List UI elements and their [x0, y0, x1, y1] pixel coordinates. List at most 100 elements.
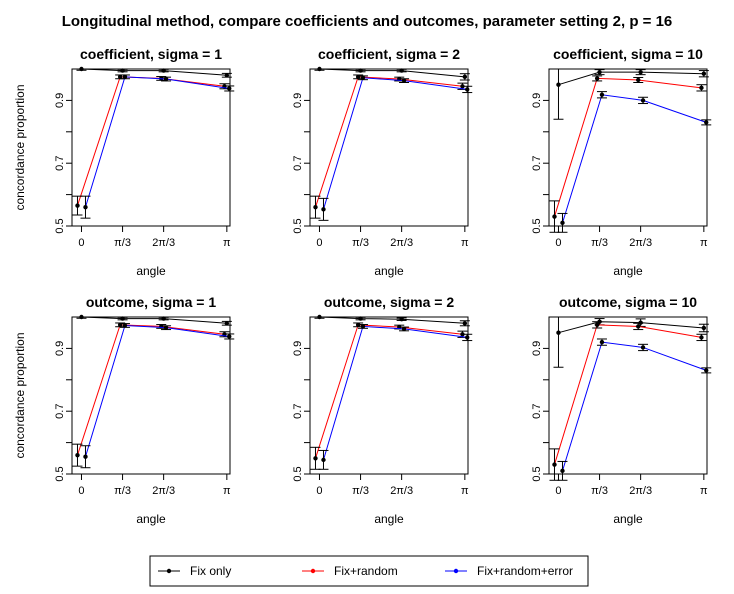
plot-frame	[309, 316, 469, 475]
data-point	[594, 322, 600, 328]
x-tick-label: π/3	[114, 485, 131, 497]
x-tick-label: 0	[555, 485, 561, 497]
legend-label: Fix+random	[334, 564, 398, 578]
x-tick-label: π	[223, 237, 231, 249]
panel-title: outcome, sigma = 2	[324, 294, 455, 310]
panels-group: coefficient, sigma = 1 0.5 0.7 0.9 0 π/3 2π/3 π…	[13, 46, 712, 526]
data-point	[75, 203, 80, 208]
data-point	[399, 316, 404, 322]
data-point	[161, 316, 166, 321]
x-tick-label: π	[461, 237, 469, 249]
data-point	[83, 454, 88, 459]
data-point	[401, 78, 407, 83]
x-axis-label: angle	[613, 512, 643, 526]
x-axis-label: angle	[136, 512, 166, 526]
y-tick-label: 0.9	[54, 341, 66, 356]
series-line	[323, 325, 468, 461]
panel-title: coefficient, sigma = 10	[553, 46, 703, 62]
data-point	[556, 330, 561, 335]
data-point	[701, 71, 707, 76]
x-tick-label: 0	[555, 237, 561, 249]
data-point	[699, 335, 704, 340]
series-line	[323, 77, 468, 210]
x-tick-label: π/3	[114, 237, 131, 249]
data-point	[560, 220, 565, 226]
data-point	[552, 462, 557, 467]
data-point	[120, 316, 125, 321]
data-point	[401, 326, 407, 332]
series-line	[81, 68, 227, 76]
y-tick-label: 0.7	[54, 404, 66, 419]
series-line	[319, 316, 465, 324]
y-tick-label: 0.7	[531, 404, 543, 419]
data-point	[122, 323, 128, 328]
y-tick-label: 0.5	[531, 218, 543, 233]
data-point	[560, 468, 565, 474]
y-tick-label: 0.7	[292, 156, 304, 171]
data-point	[465, 87, 470, 92]
series-line	[558, 71, 704, 86]
panel-title: outcome, sigma = 1	[86, 294, 217, 310]
y-tick-label: 0.5	[54, 466, 66, 481]
data-point	[360, 75, 366, 80]
data-point	[704, 368, 709, 373]
x-tick-label: 2π/3	[629, 485, 652, 497]
x-tick-label: π	[700, 485, 708, 497]
data-point	[122, 74, 128, 80]
y-tick-label: 0.9	[531, 341, 543, 356]
data-point	[597, 69, 602, 75]
data-point	[599, 339, 605, 345]
data-point	[317, 314, 322, 320]
x-tick-label: 2π/3	[152, 485, 175, 497]
data-point	[704, 120, 709, 125]
y-tick-label: 0.5	[54, 218, 66, 233]
data-point	[79, 66, 84, 72]
chart-panel: outcome, sigma = 10 0.5 0.7 0.9 0 π/3 2π/3 π ang…	[531, 294, 712, 526]
series-line	[77, 76, 225, 206]
series-line	[85, 324, 230, 457]
data-point	[313, 204, 318, 210]
x-tick-label: 0	[316, 485, 322, 497]
plot-frame	[71, 68, 231, 227]
data-point	[117, 74, 123, 80]
data-point	[699, 85, 704, 91]
x-axis-label: angle	[136, 264, 166, 278]
data-point	[399, 68, 404, 73]
x-tick-label: 2π/3	[629, 237, 652, 249]
legend-label: Fix+random+error	[477, 564, 573, 578]
data-point	[224, 73, 230, 78]
series-line	[81, 316, 227, 324]
data-point	[321, 457, 326, 463]
x-tick-label: π	[700, 237, 708, 249]
x-axis-label: angle	[374, 264, 404, 278]
x-tick-label: 0	[78, 237, 84, 249]
data-point	[462, 321, 468, 326]
chart-panel: outcome, sigma = 2 0.5 0.7 0.9 0 π/3 2π/3 π angl…	[292, 294, 473, 526]
data-point	[227, 334, 232, 339]
data-point	[594, 76, 600, 81]
data-point	[638, 320, 643, 325]
y-tick-label: 0.5	[292, 466, 304, 481]
x-tick-label: 2π/3	[390, 485, 413, 497]
data-point	[227, 86, 232, 91]
series-line	[315, 324, 463, 459]
legend: Fix only Fix+random Fix+random+error	[149, 555, 589, 587]
x-tick-label: 0	[78, 485, 84, 497]
data-point	[465, 335, 470, 340]
plot-frame	[548, 316, 708, 475]
x-tick-label: π/3	[591, 237, 608, 249]
y-tick-label: 0.5	[292, 218, 304, 233]
chart-panel: outcome, sigma = 1 0.5 0.7 0.9 0 π/3 2π/3 π angl…	[13, 294, 235, 526]
data-point	[638, 69, 643, 75]
legend-marker	[166, 568, 172, 574]
y-tick-label: 0.9	[292, 93, 304, 108]
x-tick-label: π/3	[352, 485, 369, 497]
data-point	[640, 345, 646, 350]
y-axis-label: concordance proportion	[13, 84, 27, 210]
y-axis-label: concordance proportion	[13, 332, 27, 458]
data-point	[83, 204, 88, 210]
x-tick-label: 2π/3	[152, 237, 175, 249]
plot-frame	[548, 68, 708, 227]
data-point	[79, 314, 84, 320]
